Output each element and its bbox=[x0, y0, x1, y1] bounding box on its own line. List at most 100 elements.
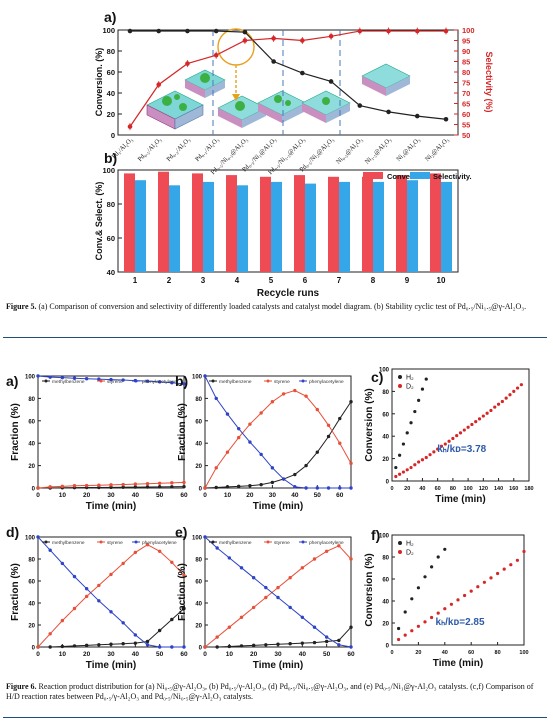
fig6a-ytick-label: 40 bbox=[28, 442, 35, 448]
legend-label-conversion: Conversion. bbox=[387, 172, 430, 181]
fig6e-point-styrene bbox=[276, 585, 280, 590]
fig6e-point-methylbenzene bbox=[239, 644, 244, 648]
fig5a-xtick-label: Ni₀.₅@Al₂O₃ bbox=[335, 136, 364, 165]
fig6d-point-styrene bbox=[133, 550, 138, 555]
fig5b-xtick-label: 9 bbox=[405, 276, 410, 285]
fig6a-point-styrene bbox=[84, 483, 89, 488]
fig5b-bar-conversion bbox=[396, 175, 407, 272]
fig6b-ytick-label: 100 bbox=[192, 375, 203, 381]
fig6a-point-styrene bbox=[60, 484, 65, 489]
fig6c-point-d bbox=[436, 447, 440, 451]
fig6b-xtick-label: 60 bbox=[336, 492, 344, 499]
fig6c-point-d bbox=[443, 442, 447, 446]
fig6e-point-methylbenzene bbox=[324, 639, 329, 644]
highlight-arrow-head bbox=[232, 94, 240, 101]
fig6c-point-d bbox=[394, 474, 398, 479]
fig6f-xtick-label: 80 bbox=[495, 650, 501, 656]
fig6d-point-styrene bbox=[145, 543, 150, 547]
fig6e-point-methylbenzene bbox=[227, 644, 232, 649]
fig6c-point-d bbox=[447, 439, 451, 443]
fig6d-xtick-label: 50 bbox=[156, 651, 164, 658]
fig6b-point-phenylacetylene bbox=[281, 477, 286, 481]
fig6a-point-phenylacetylene bbox=[157, 380, 162, 384]
fig6f-point-d bbox=[489, 576, 493, 580]
fig6c-point-d bbox=[466, 425, 470, 429]
fig6e-point-phenylacetylene bbox=[264, 585, 268, 590]
fig6b-point-methylbenzene bbox=[270, 480, 275, 485]
fig6c-point-d bbox=[508, 393, 512, 397]
fig6b-line-styrene bbox=[204, 390, 352, 489]
fig6e-xtick-label: 60 bbox=[347, 651, 355, 658]
fig6e-point-phenylacetylene bbox=[215, 546, 219, 550]
fig6d-legend-label: phenylacetylene bbox=[142, 540, 177, 546]
fig6a-label: a) bbox=[6, 373, 18, 389]
fig6b-point-styrene bbox=[293, 388, 297, 393]
fig6b-xlabel: Time (min) bbox=[253, 501, 303, 512]
fig6d-point-phenylacetylene bbox=[145, 643, 150, 647]
fig6e-xtick-label: 50 bbox=[323, 651, 331, 658]
fig6a-point-styrene bbox=[97, 483, 101, 487]
fig6c-point-d bbox=[409, 465, 413, 470]
fig6e-legend-marker bbox=[266, 540, 270, 544]
fig6d-point-methylbenzene bbox=[121, 642, 125, 646]
fig6e-xlabel: Time (min) bbox=[253, 660, 303, 671]
fig6c-point-d bbox=[413, 463, 417, 467]
fig6a-point-phenylacetylene bbox=[170, 381, 174, 385]
fig6f-point-h bbox=[436, 555, 440, 559]
fig6b-ytick-label: 0 bbox=[199, 487, 203, 493]
fig6f-point-d bbox=[430, 615, 434, 620]
fig6b-point-styrene bbox=[259, 411, 263, 415]
fig6c-xtick-label: 120 bbox=[479, 486, 488, 492]
fig6f-point-d bbox=[496, 571, 500, 576]
fig6c-label: c) bbox=[371, 369, 383, 385]
fig5a-panel: a) bbox=[94, 9, 494, 176]
fig6f-point-h bbox=[397, 626, 401, 631]
fig5a-point-right bbox=[300, 38, 305, 43]
fig6f-point-d bbox=[397, 637, 401, 642]
fig5b-bar-conversion bbox=[328, 176, 339, 272]
fig6d-panel: d) 0 10 20 30 40 50 60 0 20 40 60 80 100 Time (min) Fra… bbox=[6, 524, 188, 671]
fig6d-line-methylbenzene bbox=[38, 608, 185, 648]
fig5a-point-left bbox=[300, 70, 305, 76]
fig6f-point-d bbox=[443, 607, 447, 611]
fig6f-point-d bbox=[522, 549, 526, 554]
fig5a-point-right bbox=[213, 52, 219, 58]
fig6d-ytick-label: 0 bbox=[32, 646, 36, 652]
fig6a-legend-marker bbox=[99, 379, 103, 383]
fig5a-xtick-label: Ni₂@Al₂O₃ bbox=[424, 136, 451, 163]
fig6e-point-styrene bbox=[300, 566, 305, 570]
fig6b-legend-label: styrene bbox=[274, 379, 290, 385]
fig6b-xtick-label: 50 bbox=[314, 492, 322, 499]
fig6c-ytick-label: 20 bbox=[382, 457, 389, 463]
fig6d-point-styrene bbox=[72, 606, 77, 611]
fig6f-point-h bbox=[416, 586, 420, 590]
fig6c-point-d bbox=[481, 414, 485, 418]
fig6b-point-phenylacetylene bbox=[236, 426, 241, 431]
fig6a-ylabel: Fraction (%) bbox=[10, 403, 21, 461]
fig6f-point-d bbox=[509, 563, 513, 567]
fig6d-point-phenylacetylene bbox=[48, 548, 52, 552]
fig5b-label: b) bbox=[104, 150, 117, 166]
fig6d-legend-marker bbox=[44, 540, 48, 544]
fig6e-point-methylbenzene bbox=[312, 640, 317, 645]
fig6f-xtick-label: 20 bbox=[415, 650, 421, 656]
fig6e-point-phenylacetylene bbox=[300, 615, 305, 619]
fig6e-point-styrene bbox=[324, 549, 329, 553]
fig5b-xtick-label: 5 bbox=[269, 276, 274, 285]
fig5a-point-right bbox=[328, 34, 334, 39]
fig6b-legend-marker bbox=[301, 379, 305, 383]
fig6c-point-h bbox=[401, 442, 406, 446]
fig5a-xtick-label: Pd₀.₅/Al₂O₃ bbox=[137, 136, 164, 163]
fig6d-point-methylbenzene bbox=[48, 645, 52, 649]
fig6c-point-h bbox=[398, 453, 402, 457]
fig5a-point-left bbox=[213, 28, 219, 34]
fig5b-bar-selectivity bbox=[373, 181, 384, 272]
fig6f-xtick-label: 40 bbox=[442, 650, 448, 656]
fig5b-xtick-label: 8 bbox=[371, 276, 376, 285]
fig6a-point-phenylacetylene bbox=[145, 379, 150, 383]
fig5b-xtick-label: 2 bbox=[167, 276, 172, 285]
fig6d-ytick-label: 20 bbox=[28, 624, 35, 630]
fig6c-point-d bbox=[398, 472, 402, 476]
fig6c-point-h bbox=[420, 387, 425, 391]
fig6a-point-methylbenzene bbox=[145, 485, 150, 489]
